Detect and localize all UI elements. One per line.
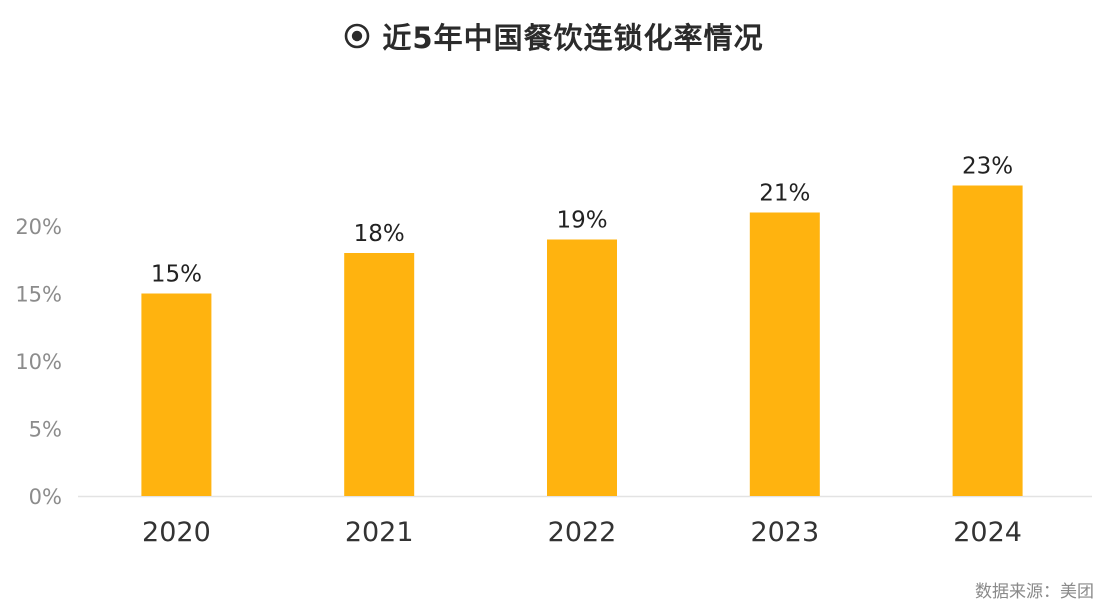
radio-target-icon <box>345 23 370 49</box>
data-label: 23% <box>962 154 1013 180</box>
data-label: 19% <box>556 208 607 234</box>
y-tick-label: 5% <box>29 418 62 442</box>
data-label: 15% <box>151 262 202 288</box>
x-tick-label: 2022 <box>548 517 617 548</box>
y-tick-label: 15% <box>15 283 62 307</box>
source-note: 数据来源：美团 <box>975 582 1094 602</box>
bar-2024 <box>952 185 1023 496</box>
bar-2023 <box>749 212 820 496</box>
chart-title-row: 近5年中国餐饮连锁化率情况 <box>0 8 1108 64</box>
bar-2021 <box>344 253 415 496</box>
y-tick-label: 20% <box>15 215 62 239</box>
x-tick-label: 2021 <box>345 517 414 548</box>
x-tick-label: 2020 <box>142 517 211 548</box>
data-label: 21% <box>759 181 810 207</box>
chart-title: 近5年中国餐饮连锁化率情况 <box>382 21 764 55</box>
bar-2020 <box>141 293 212 496</box>
data-label: 18% <box>354 221 405 247</box>
bar-2022 <box>547 239 617 496</box>
x-tick-label: 2024 <box>953 517 1022 548</box>
y-tick-label: 10% <box>15 350 62 374</box>
y-tick-label: 0% <box>29 485 62 509</box>
x-tick-label: 2023 <box>750 517 819 548</box>
